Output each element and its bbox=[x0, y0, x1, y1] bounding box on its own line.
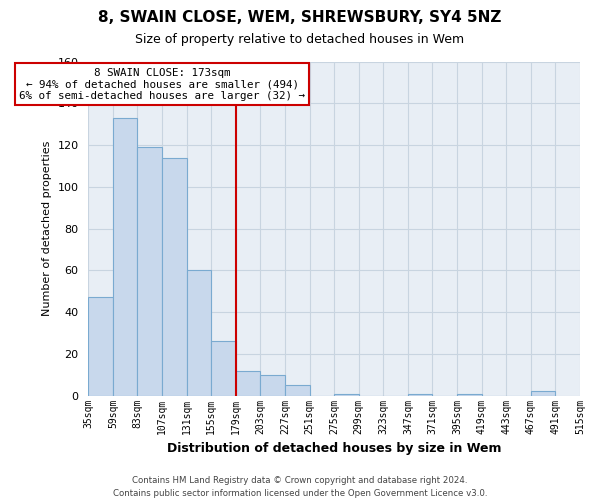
Bar bbox=[285, 385, 310, 396]
Bar bbox=[211, 342, 236, 396]
Bar bbox=[457, 394, 482, 396]
Y-axis label: Number of detached properties: Number of detached properties bbox=[42, 141, 52, 316]
Bar bbox=[88, 298, 113, 396]
Bar bbox=[334, 394, 359, 396]
Bar bbox=[531, 392, 556, 396]
Text: Contains HM Land Registry data © Crown copyright and database right 2024.
Contai: Contains HM Land Registry data © Crown c… bbox=[113, 476, 487, 498]
Bar bbox=[113, 118, 137, 396]
Text: 8 SWAIN CLOSE: 173sqm
← 94% of detached houses are smaller (494)
6% of semi-deta: 8 SWAIN CLOSE: 173sqm ← 94% of detached … bbox=[19, 68, 305, 101]
Bar bbox=[408, 394, 433, 396]
Text: Size of property relative to detached houses in Wem: Size of property relative to detached ho… bbox=[136, 32, 464, 46]
X-axis label: Distribution of detached houses by size in Wem: Distribution of detached houses by size … bbox=[167, 442, 502, 455]
Text: 8, SWAIN CLOSE, WEM, SHREWSBURY, SY4 5NZ: 8, SWAIN CLOSE, WEM, SHREWSBURY, SY4 5NZ bbox=[98, 10, 502, 25]
Bar bbox=[162, 158, 187, 396]
Bar bbox=[187, 270, 211, 396]
Bar bbox=[137, 147, 162, 396]
Bar bbox=[236, 370, 260, 396]
Bar bbox=[260, 375, 285, 396]
